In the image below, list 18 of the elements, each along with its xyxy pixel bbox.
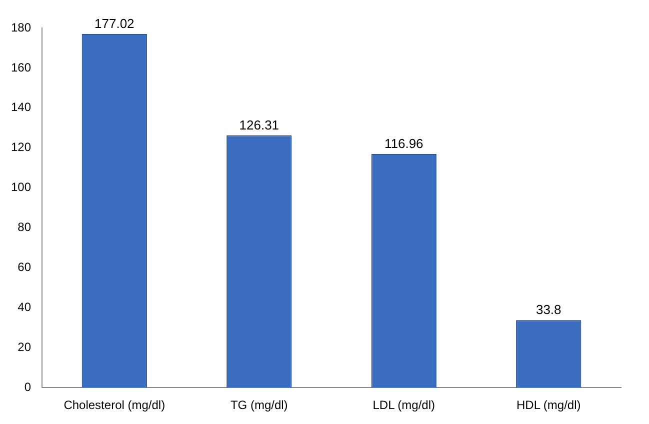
y-tick-label: 80: [18, 220, 32, 234]
y-tick-label: 140: [10, 100, 32, 114]
y-tick-label: 160: [10, 60, 32, 74]
data-label: 177.02: [94, 16, 134, 32]
y-tick-label: 120: [10, 140, 32, 154]
y-tick-label: 0: [24, 380, 32, 394]
x-tick-label: Cholesterol (mg/dl): [64, 398, 166, 412]
data-label: 126.31: [239, 117, 280, 132]
y-tick-label: 40: [18, 300, 32, 314]
y-tick-label: 100: [10, 180, 32, 194]
y-tick-label: 60: [18, 260, 32, 274]
y-tick-label: 20: [18, 340, 32, 354]
y-tick-label: 180: [10, 20, 32, 34]
x-tick-label: LDL (mg/dl): [372, 398, 436, 412]
data-label: 116.96: [384, 136, 424, 152]
data-label: 33.8: [536, 302, 562, 318]
x-tick-label: TG (mg/dl): [230, 398, 288, 412]
x-tick-label: HDL (mg/dl): [516, 398, 581, 412]
